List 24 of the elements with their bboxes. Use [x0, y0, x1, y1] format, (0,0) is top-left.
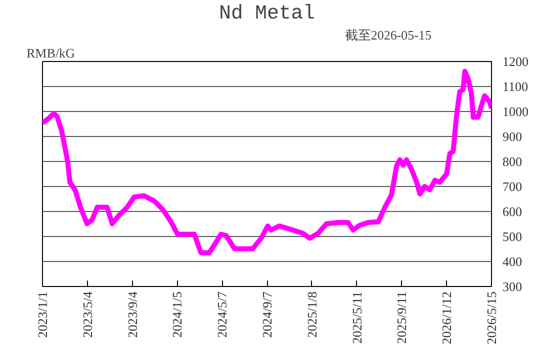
y-tick-label: 600 [502, 204, 522, 219]
chart-subtitle: 截至2026-05-15 [344, 28, 432, 42]
x-tick-label: 2025/1/8 [304, 291, 320, 338]
x-tick-label: 2025/5/11 [349, 291, 364, 344]
chart-title: Nd Metal [218, 2, 316, 26]
y-tick-label: 400 [502, 254, 522, 269]
x-tick-label: 2026/5/15 [484, 291, 499, 344]
y-tick-label: 1200 [502, 54, 528, 69]
x-tick-label: 2025/9/11 [394, 291, 410, 344]
y-tick-label: 700 [502, 179, 522, 194]
x-tick-label: 2023/5/4 [80, 291, 95, 338]
y-tick-label: 900 [502, 129, 522, 144]
y-axis-title: RMB/kG [26, 46, 75, 60]
y-tick-label: 300 [502, 279, 522, 294]
x-tick-label: 2023/1/1 [35, 291, 50, 338]
y-tick-label: 500 [502, 229, 522, 244]
y-tick-label: 800 [502, 154, 522, 169]
x-tick-label: 2024/1/5 [170, 291, 185, 338]
x-tick-label: 2023/9/4 [124, 291, 140, 338]
y-tick-label: 1100 [502, 79, 528, 94]
y-tick-label: 1000 [502, 104, 528, 119]
x-tick-label: 2026/1/12 [439, 291, 454, 344]
x-tick-label: 2024/9/7 [260, 291, 274, 338]
x-tick-label: 2024/5/7 [214, 291, 230, 338]
